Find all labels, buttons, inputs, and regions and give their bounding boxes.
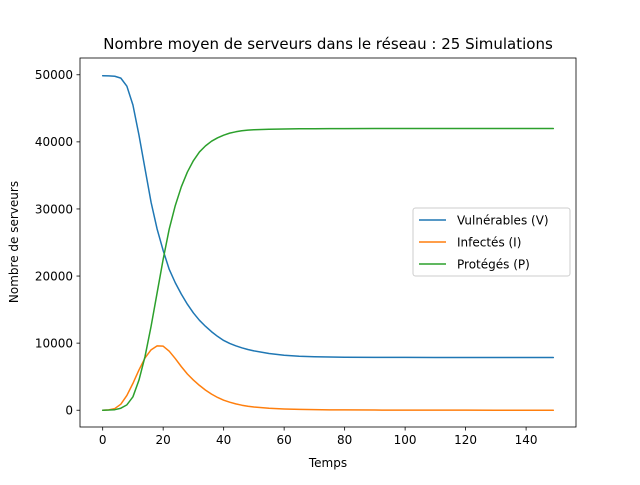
series-lines xyxy=(101,75,555,411)
legend: Vulnérables (V) Infectés (I) Protégés (P) xyxy=(412,207,571,277)
series-line-1 xyxy=(101,345,555,411)
x-axis-ticks: 0 20 40 60 80 100 120 140 xyxy=(99,427,538,447)
x-tick-label: 140 xyxy=(515,433,538,447)
y-axis-ticks: 0 10000 20000 30000 40000 50000 xyxy=(35,68,80,418)
y-tick-label: 40000 xyxy=(35,135,73,149)
legend-label-0: Vulnérables (V) xyxy=(457,213,549,227)
x-tick-label: 60 xyxy=(277,433,292,447)
plot-area-frame xyxy=(79,57,577,428)
y-tick-label: 10000 xyxy=(35,336,73,350)
y-tick-label: 20000 xyxy=(35,269,73,283)
legend-label-1: Infectés (I) xyxy=(457,235,521,249)
series-line-2 xyxy=(101,127,555,411)
y-tick-label: 0 xyxy=(65,404,73,418)
x-tick-label: 120 xyxy=(454,433,477,447)
x-tick-label: 0 xyxy=(99,433,107,447)
y-tick-label: 30000 xyxy=(35,202,73,216)
y-tick-label: 50000 xyxy=(35,68,73,82)
x-axis-label: Temps xyxy=(308,456,347,470)
legend-label-2: Protégés (P) xyxy=(457,257,530,271)
x-tick-label: 40 xyxy=(216,433,231,447)
legend-box xyxy=(412,207,571,277)
series-line-0 xyxy=(101,75,555,359)
chart-title: Nombre moyen de serveurs dans le réseau … xyxy=(103,35,553,53)
x-tick-label: 20 xyxy=(156,433,171,447)
x-tick-label: 80 xyxy=(337,433,352,447)
x-tick-label: 100 xyxy=(394,433,417,447)
y-axis-label: Nombre de serveurs xyxy=(7,181,21,303)
